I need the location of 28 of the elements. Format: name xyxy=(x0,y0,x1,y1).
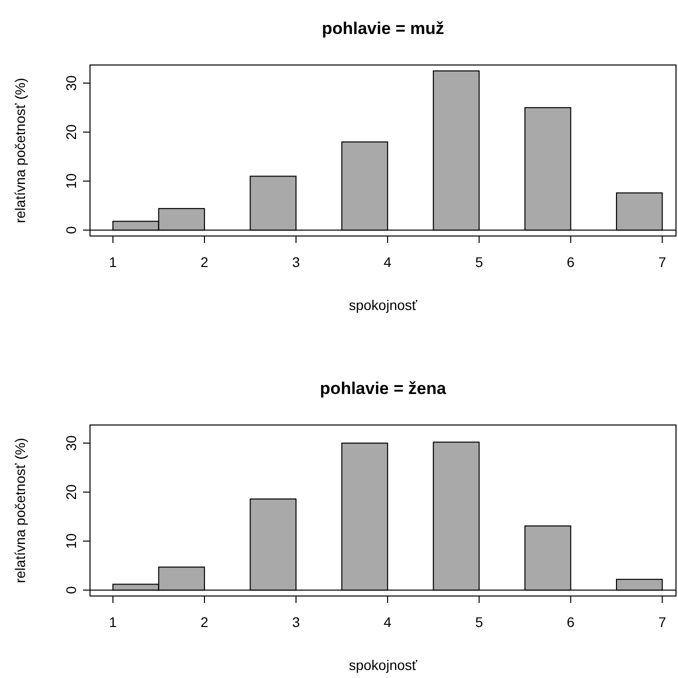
x-tick-label: 6 xyxy=(566,614,575,630)
x-tick-label: 5 xyxy=(475,254,484,270)
x-tick-label: 6 xyxy=(566,254,575,270)
y-axis-title: relatívna početnosť (%) xyxy=(12,78,28,224)
x-tick-label: 4 xyxy=(384,614,392,630)
x-tick-label: 5 xyxy=(475,614,484,630)
y-tick-label: 20 xyxy=(63,124,79,140)
x-tick-label: 3 xyxy=(292,614,300,630)
y-tick-label: 0 xyxy=(63,586,79,594)
y-tick-label: 30 xyxy=(63,75,79,91)
y-tick-label: 0 xyxy=(63,226,79,234)
x-tick-label: 3 xyxy=(292,254,300,270)
y-tick-label: 30 xyxy=(63,435,79,451)
x-tick-label: 1 xyxy=(108,254,117,270)
x-axis-title: spokojnosť xyxy=(348,657,418,673)
y-tick-label: 10 xyxy=(63,173,79,189)
x-tick-label: 2 xyxy=(200,254,209,270)
y-tick-label: 20 xyxy=(63,484,79,500)
y-axis-title: relatívna početnosť (%) xyxy=(12,438,28,584)
x-tick-label: 4 xyxy=(384,254,392,270)
chart-title: pohlavie = muž xyxy=(322,19,444,38)
x-tick-label: 1 xyxy=(108,614,117,630)
chart-title: pohlavie = žena xyxy=(320,379,447,398)
x-tick-label: 2 xyxy=(200,614,209,630)
y-tick-label: 10 xyxy=(63,533,79,549)
x-tick-label: 7 xyxy=(658,254,666,270)
x-tick-label: 7 xyxy=(658,614,666,630)
x-axis-title: spokojnosť xyxy=(348,297,418,313)
